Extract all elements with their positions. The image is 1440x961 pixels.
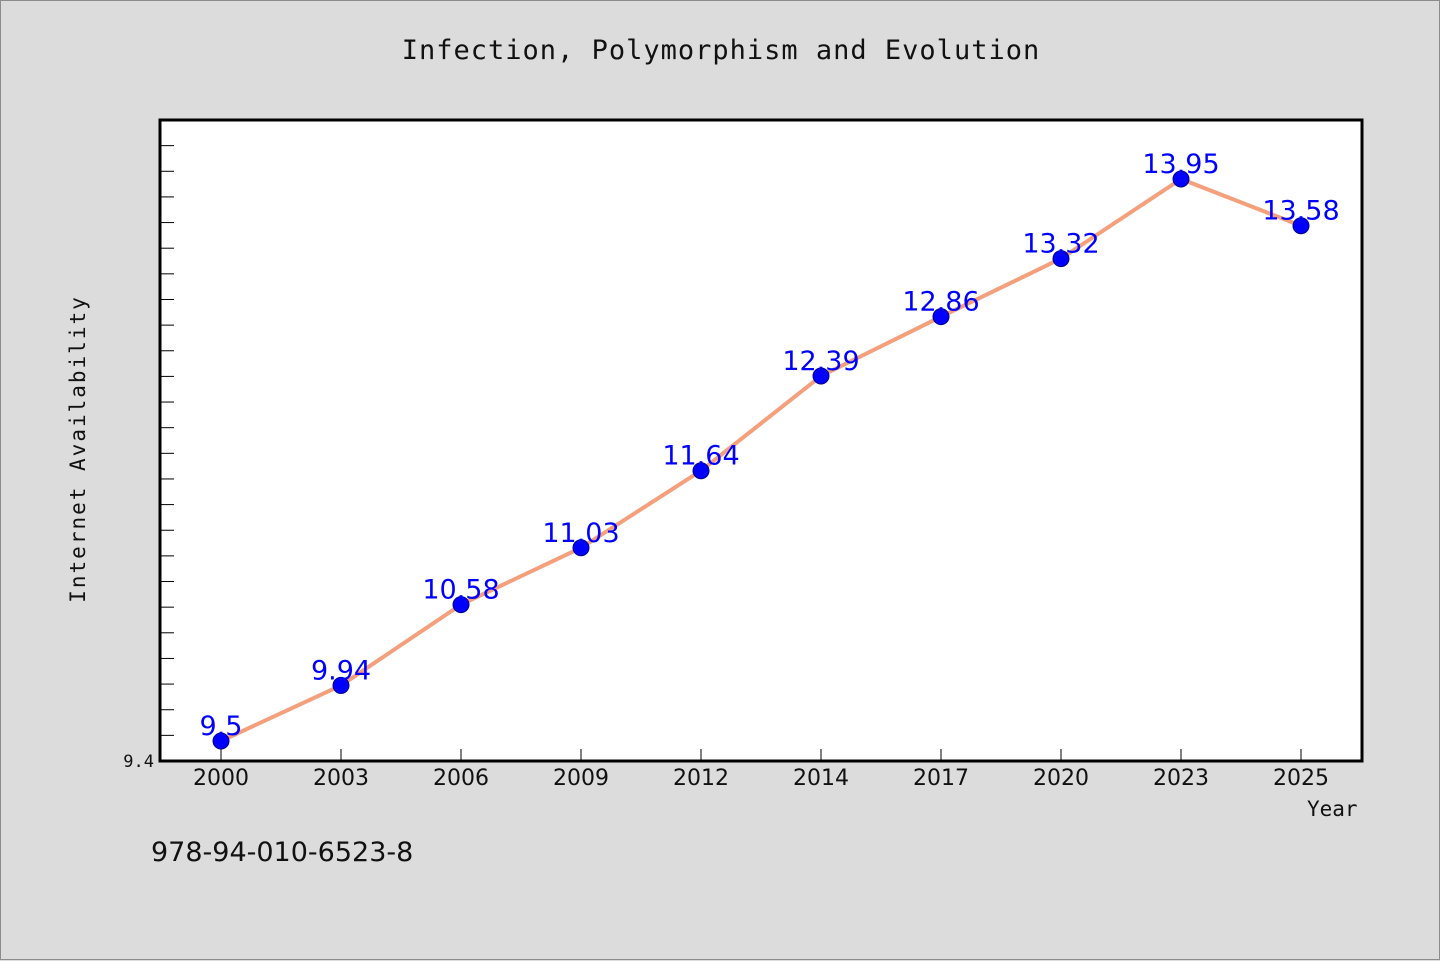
- x-axis-ticks: 2000 2003 2006 2009 2012 2014 2017 2020 2023 2025: [193, 749, 1329, 791]
- y-axis-ticks: 9.4: [123, 145, 174, 772]
- x-tick-label: 2023: [1153, 766, 1209, 791]
- x-tick-label: 2014: [793, 766, 849, 791]
- data-label: 11.03: [542, 518, 619, 549]
- data-label: 12.39: [782, 346, 859, 377]
- data-point: [452, 596, 470, 614]
- data-label: 13.95: [1142, 149, 1219, 180]
- data-point: [812, 367, 830, 385]
- data-point: [212, 732, 230, 750]
- data-label: 9.5: [200, 711, 243, 742]
- y-tick-label: 9.4: [123, 752, 154, 772]
- series-line-group: [220, 177, 1302, 743]
- x-tick-label: 2000: [193, 766, 249, 791]
- data-labels-group: 9.5 9.94 10.58 11.03 11.64 12.39 12.86 13.32 13.…: [200, 149, 1340, 742]
- series-line: [220, 177, 1302, 743]
- data-point: [1292, 217, 1310, 235]
- data-label: 11.64: [662, 441, 739, 472]
- x-tick-label: 2009: [553, 766, 609, 791]
- isbn-text: 978-94-010-6523-8: [151, 837, 414, 868]
- points-group: [212, 170, 1310, 750]
- data-point: [932, 308, 950, 326]
- x-tick-label: 2017: [913, 766, 969, 791]
- data-point: [692, 462, 710, 480]
- data-label: 13.58: [1262, 196, 1339, 227]
- x-tick-label: 2025: [1273, 766, 1329, 791]
- chart-title: Infection, Polymorphism and Evolution: [401, 35, 1041, 66]
- x-tick-label: 2020: [1033, 766, 1089, 791]
- data-label: 12.86: [902, 287, 979, 318]
- x-tick-label: 2012: [673, 766, 729, 791]
- x-tick-label: 2003: [313, 766, 369, 791]
- data-point: [1172, 170, 1190, 188]
- data-point: [1052, 250, 1070, 268]
- data-point: [572, 539, 590, 557]
- data-label: 10.58: [422, 575, 499, 606]
- x-axis-label: Year: [1307, 797, 1358, 821]
- data-label: 9.94: [311, 655, 371, 686]
- plot-area: [158, 118, 1364, 763]
- data-label: 13.32: [1022, 229, 1099, 260]
- data-point: [332, 676, 350, 694]
- x-tick-label: 2006: [433, 766, 489, 791]
